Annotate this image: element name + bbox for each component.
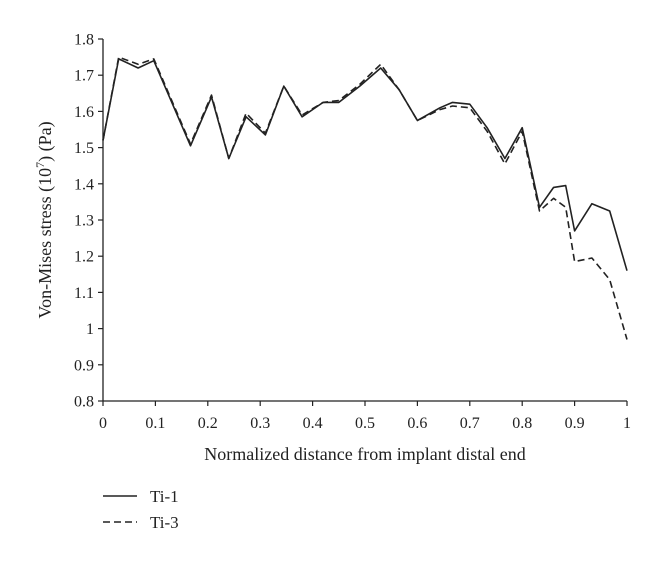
y-ticks: 0.8 0.9 1 1.1 1.2 1.3 1.4 1.5 1.6 1.7 1.8 (74, 32, 103, 411)
y-tick-label: 1 (86, 321, 94, 338)
x-tick-label: 0.9 (565, 415, 585, 432)
legend-label: Ti-1 (150, 487, 179, 506)
y-tick-label: 0.8 (74, 394, 94, 411)
y-axis-title-prefix: Von-Mises stress (10 (35, 168, 56, 319)
y-tick-label: 1.6 (74, 104, 94, 121)
legend: Ti-1 Ti-3 (103, 487, 179, 532)
y-tick-label: 1.7 (74, 68, 94, 85)
x-axis-title: Normalized distance from implant distal … (204, 444, 525, 464)
x-tick-label: 0.8 (512, 415, 532, 432)
x-tick-label: 0.2 (198, 415, 218, 432)
y-tick-label: 1.1 (74, 285, 94, 302)
series-layer (102, 56, 628, 340)
x-tick-label: 0.4 (303, 415, 323, 432)
y-tick-label: 0.9 (74, 357, 94, 374)
x-ticks: 0 0.1 0.2 0.3 0.4 0.5 0.6 0.7 0.8 0.9 1 (99, 401, 631, 432)
y-tick-label: 1.8 (74, 32, 94, 49)
y-tick-label: 1.4 (74, 176, 94, 193)
y-tick-label: 1.5 (74, 140, 94, 157)
x-tick-label: 0.6 (407, 415, 427, 432)
x-tick-label: 0 (99, 415, 107, 432)
x-tick-label: 0.5 (355, 415, 375, 432)
series-line-ti-3 (102, 56, 628, 340)
y-tick-label: 1.3 (74, 213, 94, 230)
x-tick-label: 1 (623, 415, 631, 432)
y-axis-title-suffix: ) (Pa) (35, 121, 56, 161)
axes (102, 39, 627, 402)
y-axis-title-exponent: 7 (33, 162, 47, 168)
y-tick-label: 1.2 (74, 249, 94, 266)
legend-label: Ti-3 (150, 513, 179, 532)
x-tick-label: 0.1 (145, 415, 165, 432)
series-line-ti-1 (102, 58, 628, 271)
x-tick-label: 0.7 (460, 415, 480, 432)
y-axis-title: Von-Mises stress (107) (Pa) (33, 121, 56, 318)
x-tick-label: 0.3 (250, 415, 270, 432)
